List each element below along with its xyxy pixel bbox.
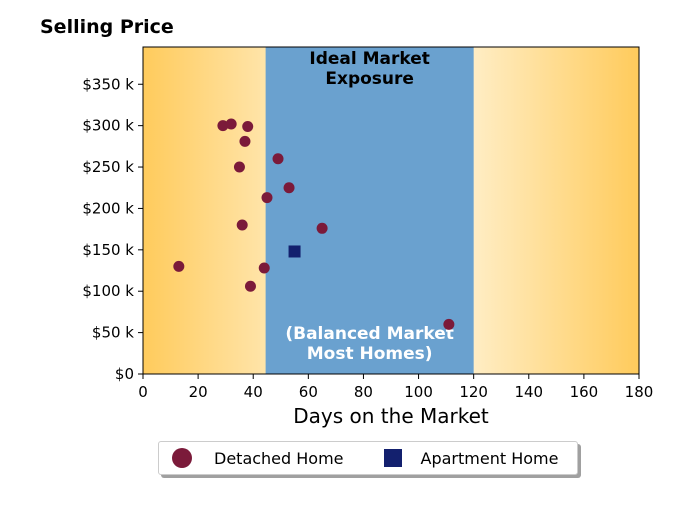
x-axis-label: Days on the Market: [293, 404, 489, 428]
x-tick-label: 20: [189, 383, 208, 401]
legend-item-apartment: Apartment Home: [344, 448, 559, 468]
x-tick-label: 180: [625, 383, 654, 401]
legend: Detached Home Apartment Home: [158, 441, 578, 475]
data-point-detached: [217, 120, 229, 132]
y-tick-label: $150 k: [82, 241, 134, 259]
data-point-detached: [272, 153, 284, 165]
y-tick-label: $200 k: [82, 199, 134, 217]
data-point-detached: [258, 262, 270, 274]
x-tick-label: 100: [404, 383, 433, 401]
x-tick-label: 60: [299, 383, 318, 401]
legend-item-detached: Detached Home: [159, 448, 344, 468]
data-point-detached: [244, 280, 256, 292]
y-tick-label: $250 k: [82, 158, 134, 176]
band-label-top: Exposure: [325, 69, 414, 89]
x-tick-label: 160: [570, 383, 599, 401]
x-tick-label: 0: [138, 383, 148, 401]
data-point-detached: [173, 260, 185, 272]
band-label-bottom: (Balanced Market: [285, 324, 454, 344]
data-point-detached: [316, 222, 328, 234]
legend-swatch-apartment: [383, 449, 402, 467]
y-tick-label: $350 k: [82, 75, 134, 93]
data-point-detached: [233, 161, 245, 173]
data-point-detached: [239, 135, 251, 147]
data-point-detached: [236, 219, 248, 231]
legend-label-apartment: Apartment Home: [420, 448, 559, 468]
data-point-detached: [443, 318, 455, 330]
data-point-detached: [283, 182, 295, 194]
ideal-exposure-band: [265, 47, 474, 374]
x-tick-label: 80: [354, 383, 373, 401]
data-point-detached: [225, 118, 237, 130]
data-point-detached: [261, 192, 273, 204]
y-tick-label: $0: [115, 365, 134, 383]
x-tick-label: 120: [459, 383, 488, 401]
x-tick-label: 40: [244, 383, 263, 401]
plot-frame: [142, 46, 640, 375]
y-tick-label: $300 k: [82, 117, 134, 135]
data-point-detached: [242, 120, 254, 132]
band-label-top: Ideal Market: [309, 49, 430, 69]
legend-swatch-detached: [172, 448, 192, 468]
y-tick-label: $100 k: [82, 282, 134, 300]
y-tick-label: $50 k: [92, 324, 134, 342]
data-point-apartment: [288, 245, 301, 258]
chart-title: Selling Price: [40, 16, 174, 38]
legend-label-detached: Detached Home: [214, 448, 344, 468]
band-label-bottom: Most Homes): [307, 344, 433, 364]
x-tick-label: 140: [514, 383, 543, 401]
